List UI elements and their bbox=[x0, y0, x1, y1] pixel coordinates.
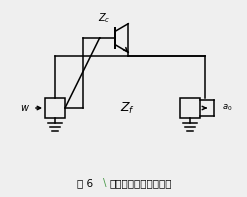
Text: $a_0$: $a_0$ bbox=[222, 103, 232, 113]
Text: $Z_c$: $Z_c$ bbox=[98, 11, 110, 25]
Text: $w$: $w$ bbox=[20, 103, 30, 113]
Bar bbox=[45, 98, 65, 118]
Bar bbox=[180, 98, 200, 118]
Text: 申联负反馈微带线结构: 申联负反馈微带线结构 bbox=[109, 178, 171, 188]
Text: 图 6: 图 6 bbox=[77, 178, 103, 188]
Text: \: \ bbox=[103, 178, 106, 188]
Text: $Z_f$: $Z_f$ bbox=[121, 100, 136, 116]
